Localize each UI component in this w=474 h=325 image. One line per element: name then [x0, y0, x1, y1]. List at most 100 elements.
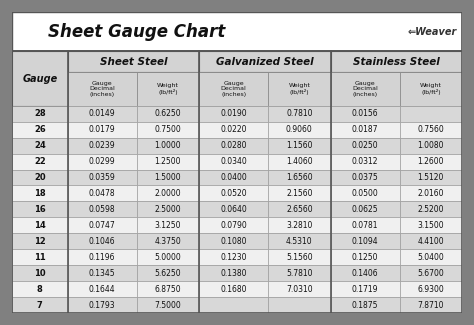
Text: 0.0190: 0.0190 [220, 109, 247, 118]
Text: 24: 24 [34, 141, 46, 150]
Text: 1.2600: 1.2600 [418, 157, 444, 166]
Bar [268, 122, 330, 138]
Text: Gauge
Decimal
(inches): Gauge Decimal (inches) [89, 81, 115, 97]
Bar [12, 138, 68, 154]
Text: 0.0149: 0.0149 [89, 109, 116, 118]
Text: 2.6560: 2.6560 [286, 205, 313, 214]
Bar [330, 265, 400, 281]
Text: 2.0160: 2.0160 [418, 189, 444, 198]
Text: 4.3750: 4.3750 [155, 237, 181, 246]
Text: 0.0400: 0.0400 [220, 173, 247, 182]
Bar [268, 202, 330, 217]
Bar [137, 72, 199, 106]
Text: 6.8750: 6.8750 [155, 285, 181, 293]
Bar [199, 138, 268, 154]
Bar [137, 170, 199, 186]
Bar [199, 154, 268, 170]
Bar [137, 217, 199, 233]
Text: 0.0299: 0.0299 [89, 157, 116, 166]
Text: 0.0359: 0.0359 [89, 173, 116, 182]
Bar [400, 138, 462, 154]
Bar [330, 154, 400, 170]
Text: Sheet Gauge Chart: Sheet Gauge Chart [48, 23, 225, 41]
Text: 0.0598: 0.0598 [89, 205, 116, 214]
Text: 2.5200: 2.5200 [418, 205, 444, 214]
Text: 26: 26 [34, 125, 46, 134]
Bar [400, 170, 462, 186]
Bar [268, 186, 330, 202]
Text: 4.4100: 4.4100 [418, 237, 444, 246]
Text: 16: 16 [34, 205, 46, 214]
Text: 1.1560: 1.1560 [286, 141, 313, 150]
Bar [199, 217, 268, 233]
Bar [199, 297, 268, 313]
Text: Weight
(lb/ft²): Weight (lb/ft²) [289, 83, 310, 95]
Bar [330, 202, 400, 217]
Text: 1.5120: 1.5120 [418, 173, 444, 182]
Bar [330, 106, 400, 122]
Bar [68, 233, 137, 249]
Bar [12, 106, 68, 122]
Bar [68, 202, 137, 217]
Bar [400, 217, 462, 233]
Text: 7.5000: 7.5000 [155, 301, 181, 309]
Bar [137, 281, 199, 297]
Bar [137, 186, 199, 202]
Bar [199, 202, 268, 217]
Text: 2.0000: 2.0000 [155, 189, 181, 198]
Bar [330, 170, 400, 186]
Bar [68, 186, 137, 202]
Bar [137, 202, 199, 217]
Text: 0.7500: 0.7500 [155, 125, 181, 134]
Text: 0.1719: 0.1719 [352, 285, 378, 293]
Text: Weight
(lb/ft²): Weight (lb/ft²) [157, 83, 179, 95]
Bar [268, 138, 330, 154]
Bar [199, 170, 268, 186]
Text: 0.0375: 0.0375 [352, 173, 378, 182]
Bar [68, 138, 137, 154]
Text: 1.6560: 1.6560 [286, 173, 313, 182]
Text: 5.0400: 5.0400 [418, 253, 444, 262]
Text: 0.0179: 0.0179 [89, 125, 116, 134]
Bar [68, 51, 199, 72]
Bar [330, 249, 400, 265]
Bar [12, 297, 68, 313]
Text: 1.4060: 1.4060 [286, 157, 313, 166]
Text: 0.0156: 0.0156 [352, 109, 378, 118]
Text: 18: 18 [34, 189, 46, 198]
Text: 0.0220: 0.0220 [220, 125, 247, 134]
Text: 0.0625: 0.0625 [352, 205, 378, 214]
Text: 7: 7 [37, 301, 43, 309]
Bar [330, 233, 400, 249]
Text: 14: 14 [34, 221, 46, 230]
Text: Sheet Steel: Sheet Steel [100, 57, 167, 67]
Text: 0.1080: 0.1080 [220, 237, 247, 246]
Text: 0.0520: 0.0520 [220, 189, 247, 198]
Text: 5.7810: 5.7810 [286, 269, 313, 278]
Text: 0.0781: 0.0781 [352, 221, 378, 230]
Bar [68, 265, 137, 281]
Bar [330, 217, 400, 233]
Text: 0.0640: 0.0640 [220, 205, 247, 214]
Bar [12, 233, 68, 249]
Bar [268, 297, 330, 313]
Text: 3.1500: 3.1500 [418, 221, 444, 230]
Text: 6.9300: 6.9300 [418, 285, 444, 293]
Text: Gauge
Decimal
(inches): Gauge Decimal (inches) [221, 81, 246, 97]
Text: 0.1196: 0.1196 [89, 253, 116, 262]
Bar [199, 106, 268, 122]
Bar [330, 281, 400, 297]
Text: 0.0239: 0.0239 [89, 141, 116, 150]
Bar [400, 106, 462, 122]
Bar [137, 154, 199, 170]
Bar [400, 122, 462, 138]
Text: 7.0310: 7.0310 [286, 285, 313, 293]
Bar [330, 72, 400, 106]
Text: 5.1560: 5.1560 [286, 253, 313, 262]
Text: 0.1875: 0.1875 [352, 301, 378, 309]
Bar [330, 297, 400, 313]
Bar [137, 265, 199, 281]
Bar [330, 186, 400, 202]
Bar [12, 12, 462, 51]
Bar [137, 297, 199, 313]
